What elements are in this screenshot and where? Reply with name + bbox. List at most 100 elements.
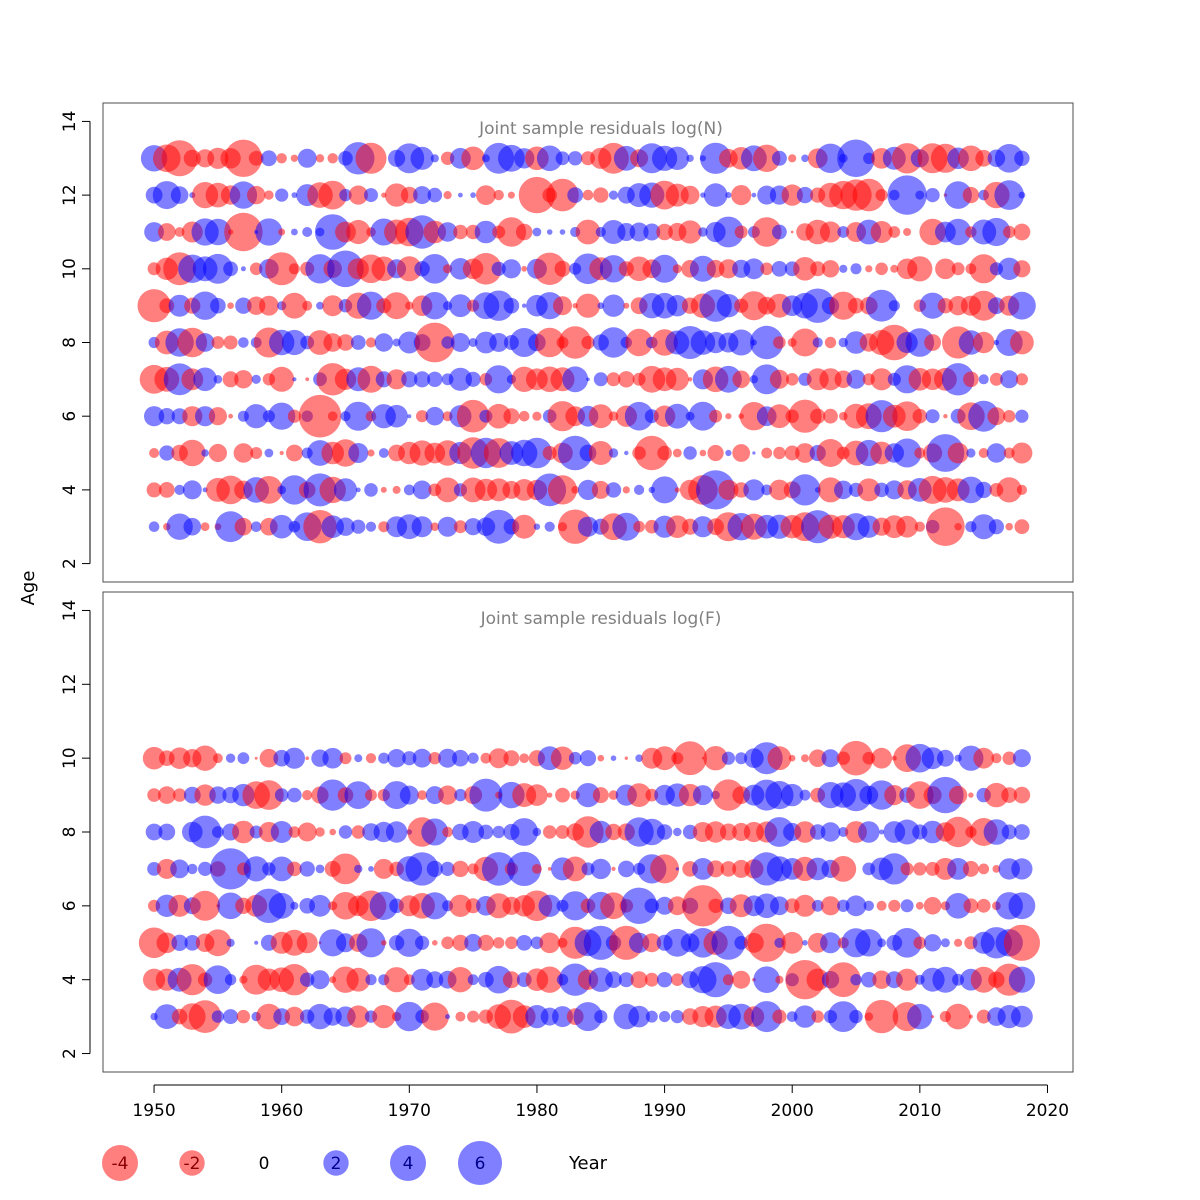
residual-bubble	[224, 212, 263, 252]
residual-bubble	[235, 297, 252, 314]
residual-bubble	[454, 788, 467, 802]
residual-bubble	[395, 928, 424, 957]
residual-bubble	[970, 966, 997, 993]
residual-bubble	[751, 217, 782, 247]
residual-bubble	[573, 1002, 603, 1032]
residual-bubble	[919, 292, 946, 319]
residual-bubble	[204, 929, 232, 957]
residual-bubble	[338, 825, 353, 839]
residual-bubble	[228, 413, 234, 419]
residual-bubble	[223, 1009, 239, 1025]
residual-bubble	[996, 477, 1022, 503]
residual-bubble	[611, 866, 616, 872]
residual-bubble	[519, 753, 529, 763]
residual-bubble	[1002, 751, 1016, 765]
residual-bubble	[168, 294, 191, 317]
residual-bubble	[190, 890, 221, 921]
residual-bubble	[722, 974, 734, 986]
residual-bubble	[767, 404, 792, 429]
residual-bubble	[555, 825, 570, 839]
residual-bubble	[203, 965, 233, 994]
residual-bubble	[1003, 410, 1016, 423]
residual-bubble	[877, 938, 886, 948]
residual-bubble	[327, 153, 338, 164]
residual-bubble	[208, 443, 227, 463]
residual-bubble	[152, 181, 181, 210]
residual-bubble	[987, 407, 1006, 426]
residual-bubble	[645, 1010, 658, 1023]
residual-bubble	[161, 140, 198, 177]
y-tick-label: 2	[60, 1048, 80, 1059]
residual-bubble	[403, 484, 415, 496]
residual-bubble	[968, 290, 999, 321]
residual-bubble	[670, 1010, 684, 1024]
y-tick-label: 10	[60, 747, 80, 769]
residual-bubble	[973, 747, 995, 769]
residual-bubble	[493, 189, 504, 201]
residual-bubble	[884, 785, 905, 806]
y-tick-label: 14	[60, 111, 80, 133]
residual-bubble	[288, 263, 300, 275]
residual-bubble	[608, 448, 619, 458]
residual-bubble	[743, 479, 765, 501]
residual-bubble	[734, 936, 748, 950]
residual-bubble	[936, 749, 954, 767]
residual-bubble	[465, 371, 481, 387]
residual-bubble	[791, 328, 819, 357]
residual-bubble	[298, 394, 342, 438]
residual-bubble	[503, 297, 520, 314]
residual-bubble	[305, 756, 310, 760]
residual-bubble	[651, 476, 679, 504]
residual-bubble	[330, 853, 361, 885]
residual-bubble	[589, 820, 612, 844]
residual-bubble	[533, 252, 566, 285]
residual-bubble	[799, 789, 811, 801]
residual-bubble	[634, 484, 645, 495]
residual-bubble	[211, 1010, 225, 1023]
y-tick-label: 10	[60, 258, 80, 280]
residual-bubble	[892, 438, 922, 468]
residual-bubble	[516, 935, 532, 951]
residual-bubble	[455, 1011, 466, 1022]
x-tick-label: 2000	[771, 1101, 814, 1121]
residual-bubble	[644, 898, 660, 914]
residual-bubble	[539, 932, 560, 954]
residual-bubble	[372, 1005, 396, 1029]
residual-bubble	[487, 478, 511, 502]
residual-bubble	[925, 409, 940, 424]
residual-bubble	[510, 818, 539, 846]
panel-log-f-y-axis: 2 4 6 8 10 12 14	[60, 600, 91, 1059]
residual-bubble	[834, 480, 853, 500]
residual-bubble	[913, 862, 927, 876]
residual-bubble	[962, 860, 979, 877]
residual-bubble	[708, 898, 723, 913]
residual-bubble	[270, 821, 293, 843]
residual-bubble	[692, 785, 713, 806]
residual-bubble	[761, 484, 773, 496]
residual-bubble	[704, 821, 727, 843]
residual-bubble	[579, 750, 597, 767]
residual-bubble	[210, 848, 252, 890]
residual-bubble	[672, 448, 682, 458]
residual-bubble	[521, 437, 553, 469]
residual-bubble	[760, 262, 773, 276]
legend: -4 -2 0 2 4 6	[102, 1141, 502, 1185]
residual-bubble	[698, 962, 734, 998]
residual-bubble	[577, 479, 599, 500]
residual-bubble	[525, 1005, 549, 1029]
residual-bubble	[534, 327, 565, 358]
residual-bubble	[236, 1009, 251, 1024]
residual-bubble	[255, 476, 283, 504]
residual-bubble	[501, 259, 521, 279]
x-axis: 1950 1960 1970 1980 1990 2000 2010 2020	[132, 1084, 1069, 1121]
residual-bubble	[278, 228, 286, 236]
residual-bubble	[281, 292, 308, 319]
residual-bubble	[852, 178, 886, 212]
residual-bubble	[438, 785, 458, 805]
residual-bubble	[850, 263, 862, 275]
residual-bubble	[336, 933, 355, 953]
residual-bubble	[562, 366, 589, 393]
y-tick-label: 8	[60, 337, 80, 348]
residual-bubble	[414, 371, 431, 388]
residual-bubble	[452, 749, 469, 767]
